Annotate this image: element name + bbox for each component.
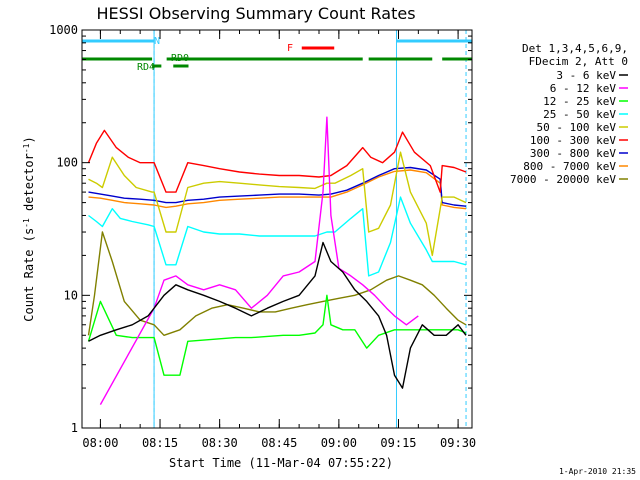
legend-label: 25 - 50 keV [543, 108, 616, 121]
y-axis-label: Count Rate (s-1 detector-1) [22, 136, 36, 321]
axes-layer: 1 10 100 1000 08:00 08:15 08:30 08:45 09:00 09:15… [49, 23, 476, 450]
x-tick-label: 09:00 [321, 436, 357, 450]
x-tick-label: 08:00 [82, 436, 118, 450]
series-line-6 [87, 129, 467, 193]
y-tick-label: 1000 [49, 23, 78, 37]
y-tick-label: 1 [71, 421, 78, 435]
series-line-1 [88, 241, 467, 389]
series-line-9 [87, 231, 467, 336]
series-line-4 [88, 196, 467, 277]
series-line-5 [88, 151, 467, 257]
series-line-7 [88, 166, 467, 207]
series-line-2 [99, 116, 419, 405]
legend-header-line-1: Det 1,3,4,5,6,9, [522, 42, 628, 55]
legend-header-line-2: FDecim 2, Att 0 [529, 55, 628, 68]
flags-layer: N F RD0 RD4 [82, 30, 472, 428]
series-layer [87, 116, 467, 405]
legend-label: 7000 - 20000 keV [510, 173, 616, 186]
legend-label: 300 - 800 keV [530, 147, 616, 160]
rd4-flag-label: RD4 [137, 62, 155, 73]
x-axis-label: Start Time (11-Mar-04 07:55:22) [169, 456, 393, 470]
rd0-flag-label: RD0 [171, 53, 189, 64]
legend-label: 100 - 300 keV [530, 134, 616, 147]
y-tick-label: 100 [56, 156, 78, 170]
legend-label: 3 - 6 keV [556, 69, 616, 82]
y-tick-label: 10 [64, 288, 78, 302]
x-tick-label: 08:30 [202, 436, 238, 450]
legend-label: 800 - 7000 keV [523, 160, 616, 173]
legend-label: 12 - 25 keV [543, 95, 616, 108]
x-tick-label: 09:30 [440, 436, 476, 450]
x-tick-label: 09:15 [380, 436, 416, 450]
series-line-3 [87, 294, 467, 376]
chart-title: HESSI Observing Summary Count Rates [96, 4, 415, 23]
saa-flag-label: N [154, 36, 160, 47]
footer-timestamp: 1-Apr-2010 21:35 [559, 467, 636, 476]
x-tick-label: 08:15 [142, 436, 178, 450]
flare-flag-label: F [287, 43, 293, 54]
series-line-8 [88, 169, 467, 210]
legend-label: 50 - 100 keV [537, 121, 617, 134]
plot-frame [81, 29, 473, 429]
x-tick-label: 08:45 [261, 436, 297, 450]
legend-label: 6 - 12 keV [550, 82, 617, 95]
